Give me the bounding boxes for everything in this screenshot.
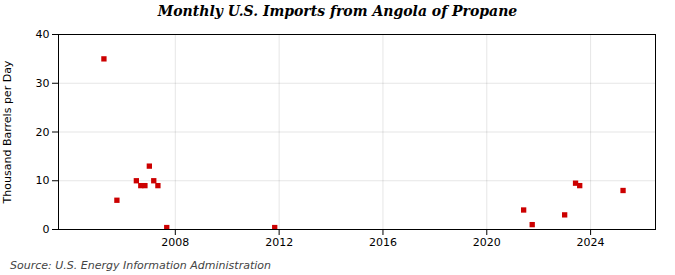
svg-text:2008: 2008 (161, 236, 189, 249)
svg-text:2024: 2024 (577, 236, 605, 249)
svg-text:2016: 2016 (369, 236, 397, 249)
html-text:Source: U.S. Energy Informatio: Source: U.S. Energy Information Administ… (10, 259, 271, 272)
svg-text:Thousand Barrels per Day: Thousand Barrels per Day (1, 60, 14, 204)
svg-text:40: 40 (36, 28, 50, 41)
svg-text:10: 10 (36, 174, 50, 187)
html-text:Monthly U.S. Imports from Ango: Monthly U.S. Imports from Angola of Prop… (157, 3, 518, 19)
svg-text:0: 0 (43, 223, 50, 236)
svg-text:20: 20 (36, 126, 50, 139)
svg-text:2020: 2020 (473, 236, 501, 249)
svg-text:30: 30 (36, 77, 50, 90)
svg-text:2012: 2012 (265, 236, 293, 249)
